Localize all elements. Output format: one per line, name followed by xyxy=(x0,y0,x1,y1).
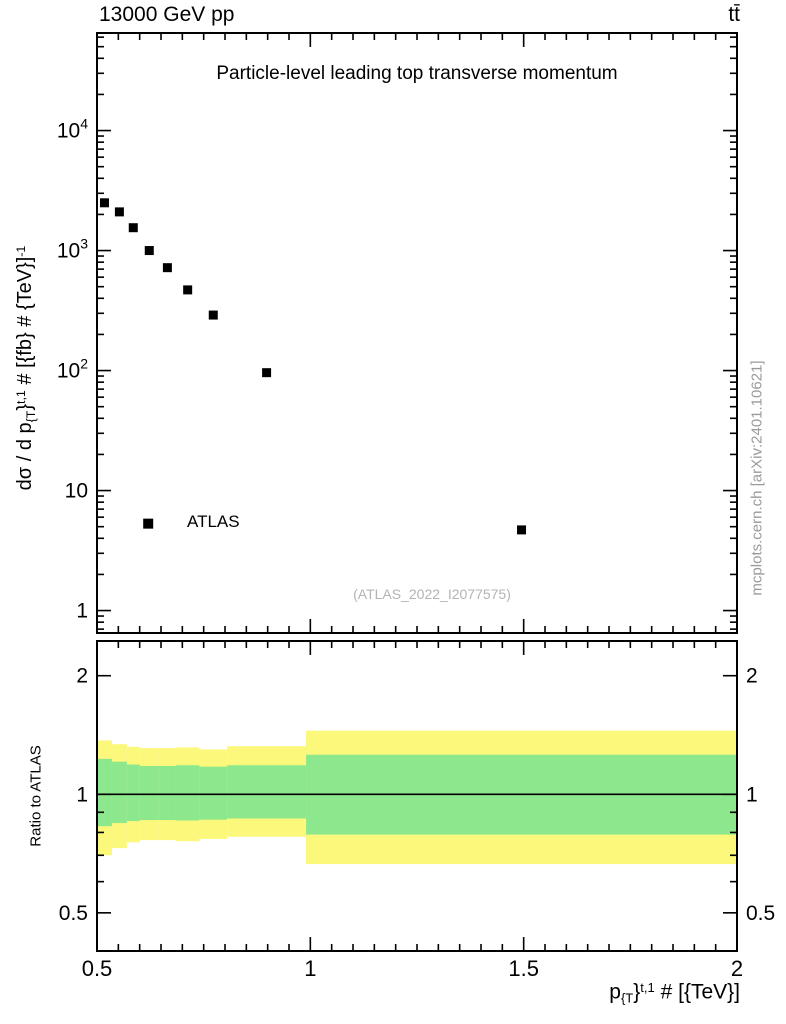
svg-text:1: 1 xyxy=(746,783,758,806)
y-axis-title-sup: t,1 xyxy=(14,390,29,404)
ratio-y-axis-title: Ratio to ATLAS xyxy=(27,745,45,847)
svg-text:2: 2 xyxy=(746,665,758,688)
svg-text:1: 1 xyxy=(76,600,88,623)
svg-text:2: 2 xyxy=(76,665,88,688)
svg-text:102: 102 xyxy=(57,356,88,383)
y-axis-title: dσ / d p{T}t,1 # [{fb} # {TeV}]-1 xyxy=(14,246,38,491)
x-axis-title: p{T}t,1 # [{TeV}] xyxy=(609,980,740,1005)
x-axis-title-sub: {T xyxy=(620,990,634,1006)
x-axis-title-part: p xyxy=(609,980,621,1004)
y-axis-title-part: } xyxy=(14,403,37,411)
x-axis-title-sup: t,1 xyxy=(640,980,655,995)
svg-text:0.5: 0.5 xyxy=(82,956,113,981)
svg-text:1: 1 xyxy=(304,956,316,981)
svg-text:0.5: 0.5 xyxy=(59,902,88,925)
svg-text:0.5: 0.5 xyxy=(746,902,775,925)
plot-title: Particle-level leading top transverse mo… xyxy=(216,63,618,84)
y-axis-title-part: dσ / d p xyxy=(14,422,37,491)
svg-text:10: 10 xyxy=(65,480,88,503)
svg-text:1: 1 xyxy=(76,783,88,806)
x-axis-title-part: # [{TeV}] xyxy=(654,980,740,1004)
svg-text:103: 103 xyxy=(57,236,88,263)
y-axis-title-sup: -1 xyxy=(14,245,29,257)
x-axis-title-part: } xyxy=(633,980,641,1004)
header-beam-energy: 13000 GeV pp xyxy=(99,3,235,26)
analysis-watermark: (ATLAS_2022_I2077575) xyxy=(353,586,511,602)
svg-text:1.5: 1.5 xyxy=(508,956,539,981)
svg-text:2: 2 xyxy=(731,956,743,981)
header-process-label: tt̄ xyxy=(728,3,740,26)
svg-text:104: 104 xyxy=(57,116,88,143)
mcplots-side-caption: mcplots.cern.ch [arXiv:2401.10621] xyxy=(748,360,766,596)
y-axis-title-sub: {T xyxy=(23,410,38,423)
legend-label-atlas: ATLAS xyxy=(187,512,240,531)
y-axis-title-part: # [{fb} # {TeV}] xyxy=(14,256,37,391)
